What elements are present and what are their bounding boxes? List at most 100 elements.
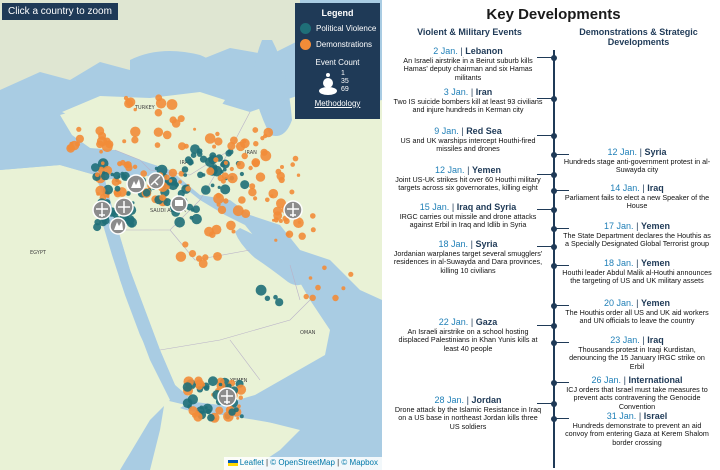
demonstration-dot[interactable] xyxy=(131,136,139,144)
demonstration-dot[interactable] xyxy=(292,155,299,162)
demonstration-dot[interactable] xyxy=(251,158,261,167)
demonstration-dot[interactable] xyxy=(94,172,100,178)
demonstration-dot[interactable] xyxy=(236,416,240,420)
demonstration-dot[interactable] xyxy=(285,232,290,237)
political-violence-dot[interactable] xyxy=(217,185,221,189)
demonstration-dot[interactable] xyxy=(213,157,219,163)
political-violence-dot[interactable] xyxy=(228,408,236,416)
demonstration-dot[interactable] xyxy=(303,293,309,300)
political-violence-dot[interactable] xyxy=(184,156,192,164)
demonstration-dot[interactable] xyxy=(125,97,136,107)
demonstration-dot[interactable] xyxy=(235,384,247,395)
political-violence-dot[interactable] xyxy=(275,298,284,307)
demonstration-dot[interactable] xyxy=(96,140,104,149)
openstreetmap-link[interactable]: © OpenStreetMap xyxy=(270,458,335,467)
demonstration-dot[interactable] xyxy=(241,152,248,160)
demonstration-dot[interactable] xyxy=(185,186,191,192)
demonstration-dot[interactable] xyxy=(241,209,251,219)
political-violence-dot[interactable] xyxy=(129,222,135,228)
demonstration-dot[interactable] xyxy=(132,164,138,169)
demonstration-dot[interactable] xyxy=(238,196,246,204)
demonstration-dot[interactable] xyxy=(215,131,220,137)
demonstration-dot[interactable] xyxy=(276,171,285,181)
political-violence-dot[interactable] xyxy=(102,171,106,175)
political-violence-dot[interactable] xyxy=(218,382,223,387)
demonstration-dot[interactable] xyxy=(209,231,216,238)
political-violence-dot[interactable] xyxy=(212,164,218,170)
political-violence-dot[interactable] xyxy=(142,188,151,197)
demonstration-dot[interactable] xyxy=(280,165,284,169)
demonstration-dot[interactable] xyxy=(217,174,224,182)
demonstration-dot[interactable] xyxy=(232,205,244,217)
political-violence-dot[interactable] xyxy=(239,171,244,177)
airstrike-icon[interactable] xyxy=(283,200,303,220)
demonstration-dot[interactable] xyxy=(130,126,141,137)
political-violence-dot[interactable] xyxy=(227,148,234,155)
political-violence-dot[interactable] xyxy=(264,295,271,301)
demonstration-dot[interactable] xyxy=(289,189,295,195)
demonstration-dot[interactable] xyxy=(310,227,316,233)
demonstration-dot[interactable] xyxy=(202,254,209,261)
political-violence-dot[interactable] xyxy=(114,185,121,192)
demonstration-dot[interactable] xyxy=(69,140,80,151)
political-violence-dot[interactable] xyxy=(187,394,198,405)
demonstration-dot[interactable] xyxy=(159,194,166,201)
leaflet-link[interactable]: Leaflet xyxy=(239,458,264,467)
mapbox-link[interactable]: © Mapbox xyxy=(341,458,378,467)
political-violence-dot[interactable] xyxy=(189,215,194,220)
demonstration-dot[interactable] xyxy=(75,134,84,143)
demonstration-dot[interactable] xyxy=(106,195,110,199)
demonstration-dot[interactable] xyxy=(310,213,316,219)
demonstration-dot[interactable] xyxy=(213,252,222,261)
demonstration-dot[interactable] xyxy=(194,410,200,417)
demonstration-dot[interactable] xyxy=(101,141,113,153)
demonstration-dot[interactable] xyxy=(193,127,197,131)
demonstration-dot[interactable] xyxy=(175,251,187,262)
demonstration-dot[interactable] xyxy=(308,276,313,280)
demonstration-dot[interactable] xyxy=(297,220,302,224)
demonstration-dot[interactable] xyxy=(248,188,257,197)
demonstration-dot[interactable] xyxy=(178,170,185,177)
political-violence-dot[interactable] xyxy=(220,184,231,195)
demonstration-dot[interactable] xyxy=(309,294,316,301)
demonstration-dot[interactable] xyxy=(169,116,177,124)
political-violence-dot[interactable] xyxy=(190,144,200,155)
political-violence-dot[interactable] xyxy=(174,217,185,228)
political-violence-dot[interactable] xyxy=(163,198,172,207)
demonstration-dot[interactable] xyxy=(217,205,227,215)
demonstration-dot[interactable] xyxy=(227,172,238,184)
political-violence-dot[interactable] xyxy=(125,191,131,196)
demonstration-dot[interactable] xyxy=(155,94,163,102)
demonstration-dot[interactable] xyxy=(165,185,170,190)
political-violence-dot[interactable] xyxy=(103,184,113,195)
demonstration-dot[interactable] xyxy=(223,160,228,165)
demonstration-dot[interactable] xyxy=(236,160,245,170)
political-violence-dot[interactable] xyxy=(196,151,203,157)
political-violence-dot[interactable] xyxy=(207,413,215,422)
political-violence-dot[interactable] xyxy=(208,376,218,387)
demonstration-dot[interactable] xyxy=(76,126,82,132)
demonstration-dot[interactable] xyxy=(168,179,173,183)
airstrike-icon[interactable] xyxy=(217,387,237,407)
drone-icon[interactable] xyxy=(114,197,134,217)
demonstration-dot[interactable] xyxy=(252,127,259,133)
demonstration-dot[interactable] xyxy=(278,219,283,223)
demonstration-dot[interactable] xyxy=(332,294,339,302)
demonstration-dot[interactable] xyxy=(101,161,105,165)
demonstration-dot[interactable] xyxy=(96,192,100,196)
demonstration-dot[interactable] xyxy=(178,180,182,184)
demonstration-dot[interactable] xyxy=(274,238,278,242)
demonstration-dot[interactable] xyxy=(178,142,186,151)
demonstration-dot[interactable] xyxy=(154,108,163,117)
missile-icon[interactable] xyxy=(147,172,165,190)
demonstration-dot[interactable] xyxy=(133,107,137,112)
demonstration-dot[interactable] xyxy=(341,286,346,291)
demonstration-dot[interactable] xyxy=(348,271,354,277)
political-violence-dot[interactable] xyxy=(181,166,189,173)
political-violence-dot[interactable] xyxy=(210,183,215,188)
demonstration-dot[interactable] xyxy=(260,150,272,162)
demonstration-dot[interactable] xyxy=(283,218,290,225)
demonstration-dot[interactable] xyxy=(255,172,266,182)
political-violence-dot[interactable] xyxy=(182,382,193,392)
demonstration-dot[interactable] xyxy=(111,177,121,186)
